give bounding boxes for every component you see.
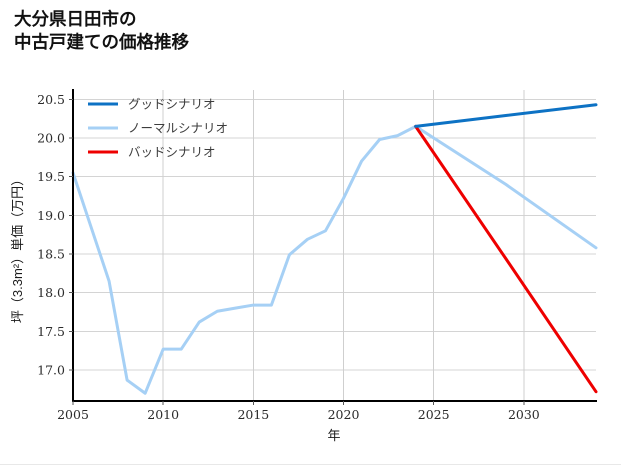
legend-label: バッドシナリオ (128, 146, 216, 160)
x-tick-label: 2005 (57, 407, 89, 422)
y-tick-label: 19.0 (37, 208, 65, 223)
axis-tickmarks (69, 98, 525, 405)
series-バッドシナリオ (414, 124, 598, 394)
series-ノーマルシナリオ (71, 124, 598, 395)
y-tick-label: 17.5 (37, 324, 65, 339)
x-axis-tick-labels: 2005 2010 2015 2020 2025 2030 (57, 407, 540, 422)
x-tick-label: 2010 (147, 407, 179, 422)
y-axis-title: 坪（3.3m²）単価（万円） (10, 173, 25, 323)
legend-label: ノーマルシナリオ (128, 122, 228, 136)
legend-label: グッドシナリオ (128, 98, 216, 112)
x-tick-label: 2020 (328, 407, 360, 422)
y-axis-tick-labels: 17.0 17.5 18.0 18.5 19.0 19.5 20.0 20.5 (37, 92, 65, 378)
horizontal-gridlines (73, 98, 596, 371)
y-tick-label: 18.5 (37, 247, 65, 262)
x-tick-label: 2015 (237, 407, 269, 422)
page-title: 大分県日田市の 中古戸建ての価格推移 (14, 9, 189, 53)
y-tick-label: 17.0 (37, 363, 65, 378)
x-tick-label: 2025 (418, 407, 450, 422)
y-tick-label: 18.0 (37, 285, 65, 300)
series-lines (71, 103, 598, 395)
x-tick-label: 2030 (508, 407, 540, 422)
series-グッドシナリオ (414, 103, 598, 128)
x-axis-title: 年 (327, 428, 340, 443)
y-tick-label: 19.5 (37, 169, 65, 184)
y-tick-label: 20.0 (37, 130, 65, 145)
axis-spines (71, 89, 597, 403)
y-tick-label: 20.5 (37, 92, 65, 107)
